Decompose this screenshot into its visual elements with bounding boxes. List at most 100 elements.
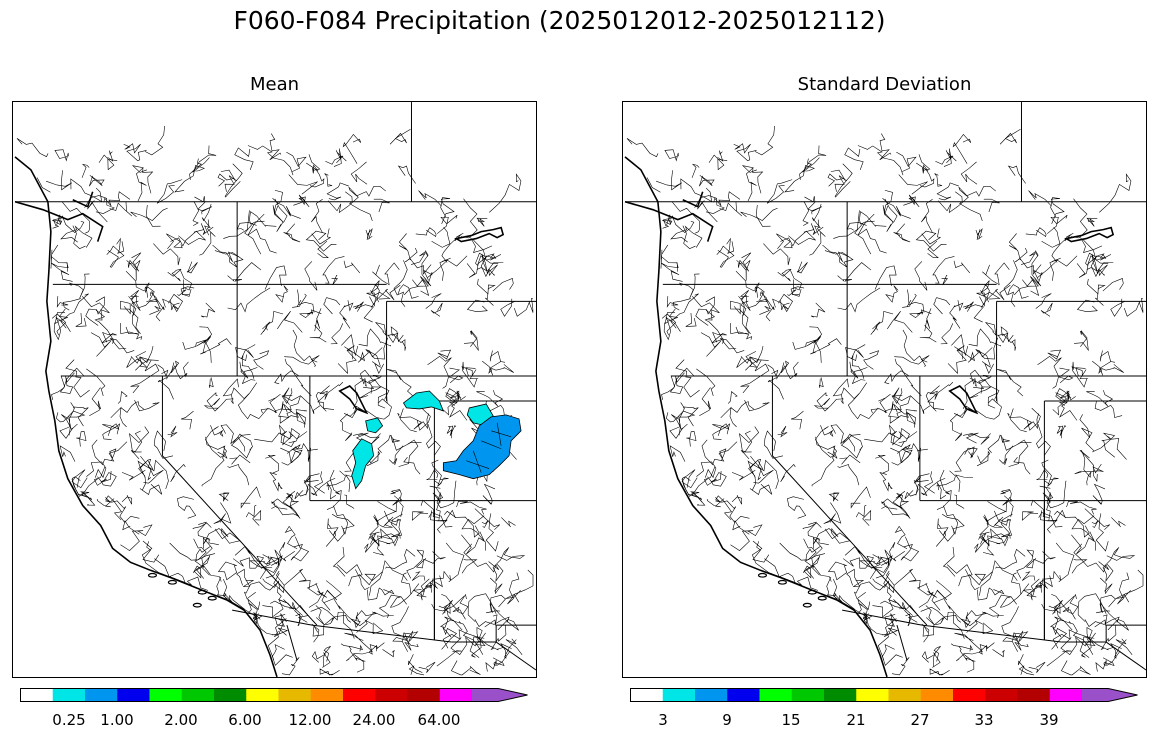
basin-boundary [1090, 253, 1107, 278]
basin-boundary [902, 329, 926, 367]
basin-boundary [269, 133, 282, 161]
basin-boundary [813, 528, 839, 545]
basin-boundary [117, 391, 128, 404]
basin-boundary [51, 262, 73, 282]
basin-boundary [1087, 278, 1106, 306]
basin-boundary [759, 291, 771, 315]
basin-boundary [235, 344, 256, 361]
basin-boundary [70, 178, 103, 203]
basin-boundary [214, 528, 241, 544]
basin-boundary [426, 424, 441, 456]
basin-boundary [91, 439, 128, 466]
basin-boundary [987, 497, 1011, 513]
basin-boundary [438, 599, 453, 620]
basin-boundary [1026, 407, 1041, 431]
basin-boundary [950, 643, 974, 652]
basin-boundary [274, 614, 286, 627]
puget-sound [624, 191, 714, 242]
basin-boundary [294, 610, 302, 627]
basin-boundary [370, 290, 391, 300]
basin-boundary [1000, 489, 1014, 518]
basin-boundary [994, 510, 1011, 526]
basin-boundary [920, 606, 965, 639]
basin-boundary [662, 214, 673, 229]
basin-boundary [1076, 253, 1105, 278]
basin-boundary [729, 323, 753, 340]
basin-boundary [16, 138, 49, 158]
basin-boundary [200, 302, 216, 318]
basin-boundary [130, 355, 159, 365]
basin-boundary [978, 379, 1000, 400]
basin-boundary [120, 300, 141, 335]
basin-boundary [138, 460, 148, 491]
basin-boundary [933, 598, 968, 626]
basin-boundary [921, 228, 942, 245]
basin-boundary [130, 430, 143, 453]
basin-boundary [872, 321, 881, 332]
colorbar-swatch [888, 688, 922, 702]
basin-boundary [1050, 616, 1073, 631]
colorbar-swatch [662, 688, 696, 702]
basin-boundary [358, 328, 392, 347]
basin-boundary [485, 660, 497, 672]
basin-boundary [374, 322, 387, 336]
basin-boundary [669, 402, 685, 439]
basin-boundary [1096, 594, 1116, 614]
basin-boundary [194, 196, 213, 215]
channel-island [807, 589, 817, 595]
basin-boundary [858, 602, 869, 625]
basin-boundary [244, 223, 262, 255]
basin-boundary [913, 473, 930, 484]
basin-boundary [999, 592, 1022, 608]
basin-boundary [664, 149, 679, 162]
colorbar-tick-label: 21 [846, 711, 866, 729]
basin-boundary [36, 177, 51, 193]
basin-boundary [1115, 569, 1144, 599]
basin-boundary [1094, 614, 1108, 628]
basin-boundary [489, 173, 522, 213]
basin-boundary [921, 650, 936, 667]
basin-boundary [59, 402, 75, 439]
basin-boundary [916, 583, 934, 608]
basin-boundary [1051, 626, 1068, 650]
basin-boundary [135, 351, 148, 371]
basin-boundary [757, 458, 779, 490]
basin-boundary [863, 612, 889, 636]
basin-boundary [236, 222, 257, 231]
basin-boundary [232, 555, 265, 569]
basin-boundary [992, 649, 1006, 658]
basin-boundary [56, 296, 69, 308]
basin-boundary [222, 378, 239, 404]
basin-boundary [248, 560, 273, 568]
map-mean [12, 101, 537, 678]
basin-boundary [857, 213, 887, 254]
basin-boundary [259, 557, 280, 580]
basin-boundary [883, 570, 895, 594]
basin-boundary [291, 443, 309, 464]
basin-boundary [418, 190, 442, 207]
basin-boundary [450, 636, 479, 656]
basin-boundary [142, 541, 160, 563]
basin-boundary [332, 546, 346, 577]
basin-boundary [363, 375, 383, 389]
basin-boundary [103, 191, 131, 207]
basin-boundary [755, 204, 771, 227]
basin-boundary [1030, 499, 1049, 518]
basin-boundary [923, 471, 935, 494]
basin-boundary [372, 262, 400, 286]
basin-boundary [1094, 401, 1123, 418]
basin-boundary [1047, 349, 1062, 360]
basin-boundary [85, 296, 105, 326]
basin-boundary [489, 602, 519, 631]
basin-boundary [439, 257, 451, 281]
basin-boundary [767, 364, 779, 378]
basin-boundary [319, 668, 340, 676]
basin-boundary [796, 261, 808, 274]
basin-boundary [968, 571, 993, 596]
basin-boundary [441, 626, 458, 650]
basin-boundary [699, 387, 712, 416]
basin-boundary [708, 154, 728, 171]
basin-boundary [389, 129, 411, 145]
basin-boundary [402, 632, 413, 652]
basin-boundary [1066, 500, 1097, 515]
